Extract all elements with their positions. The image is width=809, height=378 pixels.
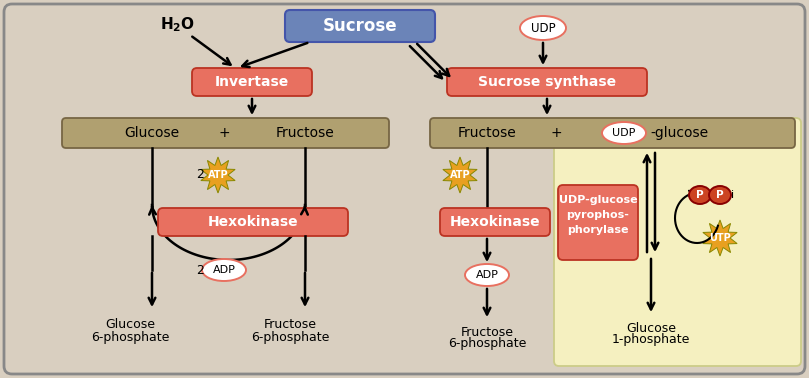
Text: 6-phosphate: 6-phosphate	[91, 330, 169, 344]
Text: phorylase: phorylase	[567, 225, 629, 235]
Text: 2: 2	[196, 263, 204, 276]
Ellipse shape	[520, 16, 566, 40]
Text: ADP: ADP	[476, 270, 498, 280]
FancyBboxPatch shape	[447, 68, 647, 96]
FancyBboxPatch shape	[440, 208, 550, 236]
Text: i: i	[731, 190, 734, 200]
Text: Sucrose: Sucrose	[323, 17, 397, 35]
Text: UDP-glucose: UDP-glucose	[559, 195, 637, 205]
Polygon shape	[703, 220, 737, 256]
FancyBboxPatch shape	[62, 118, 389, 148]
Text: 6-phosphate: 6-phosphate	[251, 330, 329, 344]
Ellipse shape	[602, 122, 646, 144]
Text: Hexokinase: Hexokinase	[450, 215, 540, 229]
Text: Sucrose synthase: Sucrose synthase	[478, 75, 616, 89]
Text: Fructose: Fructose	[264, 319, 316, 332]
Text: UDP: UDP	[612, 128, 636, 138]
FancyBboxPatch shape	[192, 68, 312, 96]
Ellipse shape	[709, 186, 731, 204]
Polygon shape	[201, 157, 235, 193]
Text: Glucose: Glucose	[105, 319, 155, 332]
Text: pyrophos-: pyrophos-	[566, 210, 629, 220]
Text: Fructose: Fructose	[276, 126, 334, 140]
FancyBboxPatch shape	[558, 185, 638, 260]
Text: 1-phosphate: 1-phosphate	[612, 333, 690, 347]
Text: UTP: UTP	[709, 233, 731, 243]
Text: Glucose: Glucose	[125, 126, 180, 140]
Text: Fructose: Fructose	[460, 325, 514, 339]
Polygon shape	[443, 157, 477, 193]
Text: Invertase: Invertase	[215, 75, 289, 89]
Ellipse shape	[689, 186, 711, 204]
FancyBboxPatch shape	[554, 118, 801, 366]
FancyBboxPatch shape	[4, 4, 805, 374]
Text: ATP: ATP	[450, 170, 470, 180]
FancyBboxPatch shape	[430, 118, 795, 148]
Text: ATP: ATP	[208, 170, 228, 180]
Text: P: P	[697, 190, 704, 200]
Text: Fructose: Fructose	[458, 126, 516, 140]
Text: +: +	[218, 126, 230, 140]
Text: 2: 2	[196, 169, 204, 181]
Text: Glucose: Glucose	[626, 322, 676, 335]
Text: 6-phosphate: 6-phosphate	[448, 338, 526, 350]
Text: ADP: ADP	[213, 265, 235, 275]
Ellipse shape	[202, 259, 246, 281]
Text: $\mathbf{H_2O}$: $\mathbf{H_2O}$	[160, 15, 196, 34]
Text: UDP: UDP	[531, 22, 555, 34]
Text: Hexokinase: Hexokinase	[208, 215, 299, 229]
FancyBboxPatch shape	[158, 208, 348, 236]
FancyBboxPatch shape	[285, 10, 435, 42]
Text: -glucose: -glucose	[650, 126, 708, 140]
Text: +: +	[550, 126, 561, 140]
Ellipse shape	[465, 264, 509, 286]
Text: P: P	[716, 190, 724, 200]
